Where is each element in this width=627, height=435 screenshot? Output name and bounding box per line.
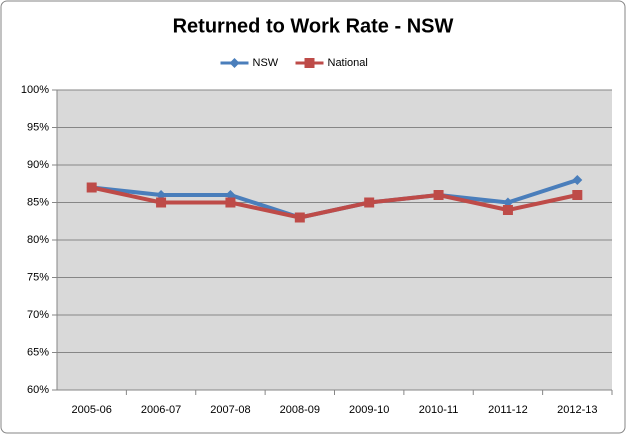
y-tick-label: 95% [27, 121, 49, 133]
data-point [294, 212, 305, 223]
x-tick-label: 2007-08 [210, 404, 250, 416]
data-point [572, 175, 583, 185]
data-point [433, 190, 444, 200]
data-point [86, 182, 97, 193]
x-tick-label: 2010-11 [419, 404, 459, 416]
x-tick-label: 2008-09 [280, 404, 320, 416]
y-tick-label: 100% [21, 84, 49, 96]
legend-label: National [328, 57, 368, 69]
series-line [91, 185, 578, 220]
legend-marker [304, 58, 315, 68]
data-point [364, 197, 375, 208]
x-tick-label: 2011-12 [488, 404, 528, 416]
legend-label: NSW [253, 57, 279, 69]
y-tick-label: 80% [27, 234, 49, 246]
x-tick-label: 2006-07 [141, 404, 181, 416]
chart-title: Returned to Work Rate - NSW [173, 15, 454, 37]
y-tick-label: 90% [27, 159, 49, 171]
data-point [225, 197, 236, 208]
y-tick-label: 70% [27, 309, 49, 321]
y-tick-label: 60% [27, 384, 49, 396]
legend-marker [229, 58, 240, 68]
y-tick-label: 65% [27, 346, 49, 358]
x-tick-label: 2009-10 [349, 404, 389, 416]
x-tick-label: 2012-13 [557, 404, 597, 416]
y-tick-label: 85% [27, 196, 49, 208]
x-tick-label: 2005-06 [72, 404, 112, 416]
y-tick-label: 75% [27, 271, 49, 283]
data-point [502, 205, 513, 215]
data-point [572, 190, 583, 200]
data-point [156, 197, 167, 208]
